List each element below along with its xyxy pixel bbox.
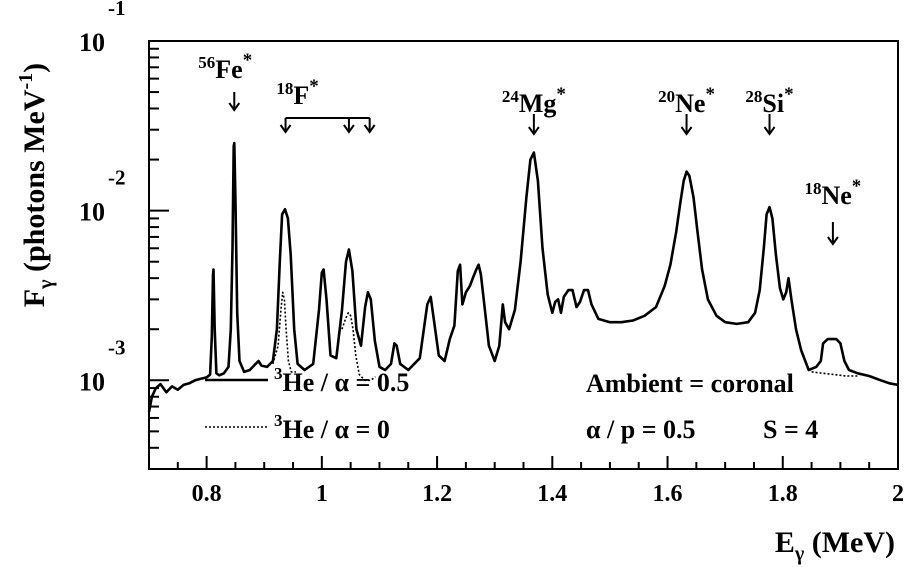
x-tick-label: 0.8	[192, 481, 222, 507]
peak-label: 28Si*	[745, 84, 793, 118]
arrow-head	[343, 124, 355, 134]
arrow-head	[279, 124, 292, 134]
peak-label: 20Ne*	[658, 84, 715, 118]
x-tick-label: 1	[316, 481, 328, 507]
x-tick-label: 1.4	[537, 481, 567, 507]
series-line-he0	[272, 291, 296, 373]
peak-label: 56Fe*	[198, 50, 252, 84]
arrow-head	[680, 126, 693, 136]
y-tick-label: 10	[79, 198, 105, 227]
series-group	[147, 141, 899, 413]
x-tick-label: 1.6	[653, 481, 683, 507]
note-s: S = 4	[763, 415, 818, 444]
y-tick-exponent: -2	[108, 166, 126, 190]
note-ambient: Ambient = coronal	[586, 369, 794, 398]
series-line-he05	[147, 141, 899, 413]
y-tick-exponent: -1	[108, 0, 126, 20]
arrow-head	[827, 236, 839, 246]
y-tick-label: 10	[79, 28, 105, 57]
y-axis-label: Fγ (photons MeV-1)	[15, 63, 57, 307]
y-tick-label: 10	[79, 367, 105, 396]
peak-label: 24Mg*	[502, 84, 566, 118]
series-line-he0	[341, 311, 376, 382]
y-tick-exponent: -3	[108, 335, 126, 359]
note-alpha-p: α / p = 0.5	[586, 415, 696, 444]
arrow-head	[763, 126, 776, 136]
legend-entry-he05: 3He / α = 0.5	[274, 364, 409, 397]
legend-entry-he0: 3He / α = 0	[274, 411, 390, 444]
x-tick-label: 2	[892, 481, 904, 507]
peak-label: 18Ne*	[804, 176, 861, 210]
x-axis-label: Eγ (MeV)	[775, 526, 895, 565]
arrow-head	[363, 124, 376, 134]
arrow-head	[228, 102, 241, 112]
x-tick-label: 1.8	[768, 481, 798, 507]
axis-labels: Eγ (MeV) Fγ (photons MeV-1)	[15, 63, 895, 565]
axis-ticks: 0.8 1 1.2 1.4 1.6 1.8 210-310-210-1	[79, 0, 904, 507]
legend: 3He / α = 0.5 3He / α = 0 Ambient = corona…	[205, 364, 818, 444]
x-tick-label: 1.2	[422, 481, 452, 507]
series-line-he0	[811, 371, 858, 377]
arrow-head	[528, 126, 540, 136]
annotation-group: 56Fe* 18F* 24Mg* 20Ne* 28Si* 18Ne*	[198, 50, 861, 246]
peak-label: 18F*	[276, 76, 318, 110]
